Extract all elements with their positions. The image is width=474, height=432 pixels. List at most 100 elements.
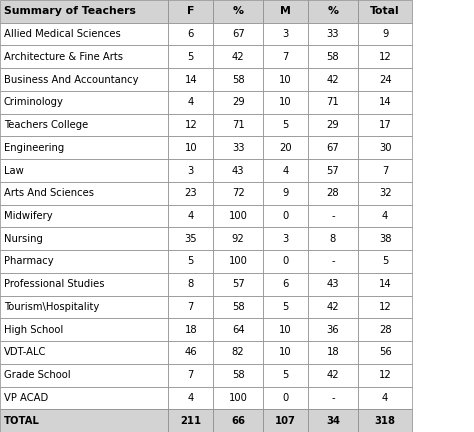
- Text: TOTAL: TOTAL: [4, 416, 40, 426]
- Bar: [0, 295, 168, 318]
- Text: 12: 12: [379, 52, 392, 62]
- Text: 29: 29: [232, 97, 245, 107]
- Bar: [168, 341, 213, 364]
- Bar: [168, 159, 213, 182]
- Text: 58: 58: [232, 370, 245, 380]
- Text: 3: 3: [283, 234, 289, 244]
- Bar: [213, 250, 263, 273]
- Text: 4: 4: [382, 393, 388, 403]
- Bar: [263, 114, 308, 137]
- Bar: [308, 45, 358, 68]
- Bar: [213, 91, 263, 114]
- Text: 0: 0: [283, 257, 289, 267]
- Bar: [358, 0, 412, 23]
- Text: 58: 58: [232, 75, 245, 85]
- Bar: [358, 137, 412, 159]
- Bar: [308, 273, 358, 295]
- Text: 14: 14: [379, 97, 392, 107]
- Bar: [213, 318, 263, 341]
- Bar: [213, 45, 263, 68]
- Bar: [0, 114, 168, 137]
- Text: Summary of Teachers: Summary of Teachers: [4, 6, 136, 16]
- Bar: [308, 23, 358, 45]
- Bar: [168, 295, 213, 318]
- Bar: [168, 114, 213, 137]
- Text: 43: 43: [232, 165, 245, 175]
- Text: 57: 57: [232, 279, 245, 289]
- Text: 318: 318: [374, 416, 396, 426]
- Text: 10: 10: [279, 75, 292, 85]
- Bar: [263, 409, 308, 432]
- Bar: [358, 387, 412, 409]
- Bar: [358, 91, 412, 114]
- Text: 4: 4: [188, 211, 194, 221]
- Bar: [308, 387, 358, 409]
- Text: 56: 56: [379, 347, 392, 357]
- Text: Nursing: Nursing: [4, 234, 43, 244]
- Text: 5: 5: [188, 52, 194, 62]
- Bar: [168, 409, 213, 432]
- Bar: [308, 137, 358, 159]
- Bar: [308, 364, 358, 387]
- Text: 3: 3: [188, 165, 194, 175]
- Text: VP ACAD: VP ACAD: [4, 393, 48, 403]
- Text: Midwifery: Midwifery: [4, 211, 53, 221]
- Text: 67: 67: [232, 29, 245, 39]
- Text: 12: 12: [184, 120, 197, 130]
- Text: 6: 6: [283, 279, 289, 289]
- Bar: [213, 295, 263, 318]
- Text: 5: 5: [283, 302, 289, 312]
- Text: 5: 5: [283, 370, 289, 380]
- Bar: [0, 341, 168, 364]
- Bar: [168, 250, 213, 273]
- Bar: [213, 364, 263, 387]
- Text: 5: 5: [382, 257, 388, 267]
- Bar: [0, 318, 168, 341]
- Text: 7: 7: [283, 52, 289, 62]
- Bar: [263, 341, 308, 364]
- Bar: [0, 91, 168, 114]
- Text: Professional Studies: Professional Studies: [4, 279, 104, 289]
- Text: 7: 7: [382, 165, 388, 175]
- Text: 34: 34: [326, 416, 340, 426]
- Text: Pharmacy: Pharmacy: [4, 257, 54, 267]
- Bar: [308, 227, 358, 250]
- Text: Criminology: Criminology: [4, 97, 64, 107]
- Text: 58: 58: [327, 52, 339, 62]
- Text: -: -: [331, 393, 335, 403]
- Bar: [308, 409, 358, 432]
- Text: VDT-ALC: VDT-ALC: [4, 347, 46, 357]
- Text: 7: 7: [188, 370, 194, 380]
- Bar: [308, 250, 358, 273]
- Bar: [0, 250, 168, 273]
- Text: M: M: [280, 6, 291, 16]
- Text: 14: 14: [379, 279, 392, 289]
- Bar: [168, 23, 213, 45]
- Bar: [263, 205, 308, 227]
- Text: Business And Accountancy: Business And Accountancy: [4, 75, 138, 85]
- Text: 64: 64: [232, 325, 245, 335]
- Bar: [358, 318, 412, 341]
- Text: 7: 7: [188, 302, 194, 312]
- Text: 8: 8: [188, 279, 194, 289]
- Bar: [0, 364, 168, 387]
- Text: -: -: [331, 257, 335, 267]
- Text: 18: 18: [184, 325, 197, 335]
- Bar: [308, 91, 358, 114]
- Text: High School: High School: [4, 325, 63, 335]
- Text: Total: Total: [370, 6, 400, 16]
- Text: 30: 30: [379, 143, 392, 153]
- Text: 35: 35: [184, 234, 197, 244]
- Text: 57: 57: [327, 165, 339, 175]
- Bar: [308, 68, 358, 91]
- Text: 38: 38: [379, 234, 392, 244]
- Text: 12: 12: [379, 302, 392, 312]
- Text: 4: 4: [188, 393, 194, 403]
- Bar: [308, 114, 358, 137]
- Text: 100: 100: [229, 393, 247, 403]
- Text: 10: 10: [279, 97, 292, 107]
- Text: 42: 42: [232, 52, 245, 62]
- Text: 20: 20: [279, 143, 292, 153]
- Text: 10: 10: [279, 325, 292, 335]
- Text: 33: 33: [232, 143, 245, 153]
